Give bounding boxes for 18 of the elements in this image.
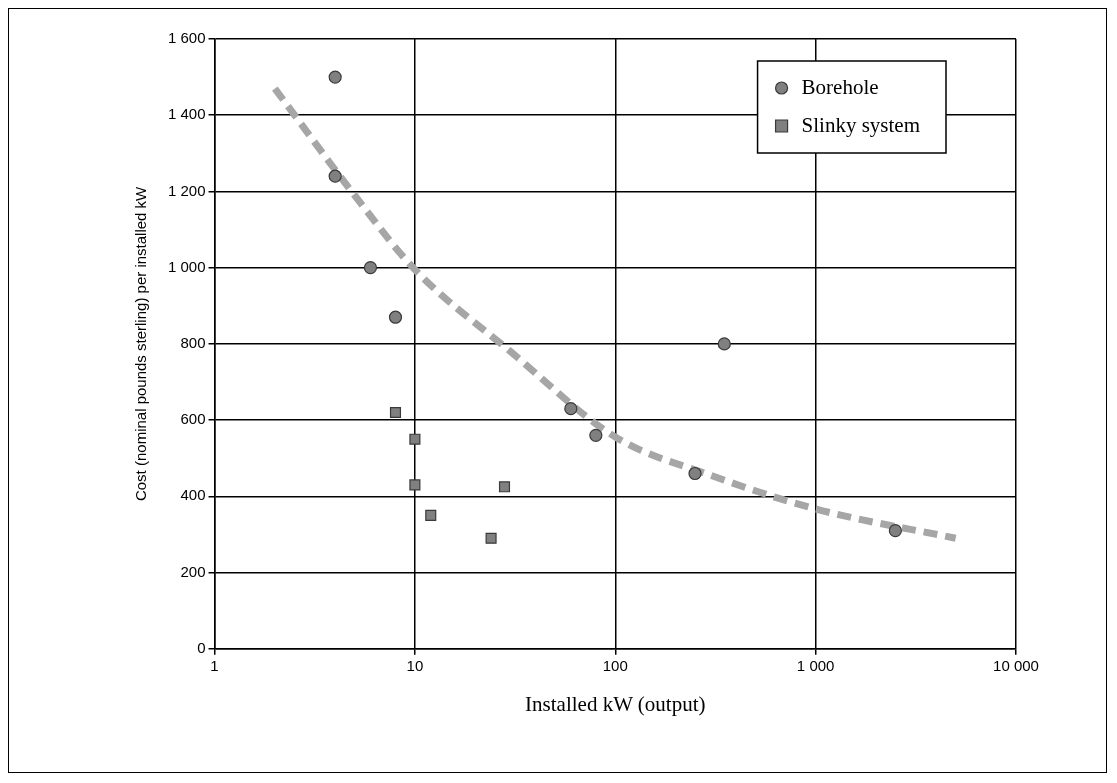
y-tick-label: 600 <box>180 410 206 428</box>
y-tick-label: 1 600 <box>167 29 206 47</box>
x-tick-label: 10 000 <box>993 656 1039 674</box>
y-tick-label: 0 <box>197 638 206 656</box>
y-tick-label: 1 200 <box>167 181 206 199</box>
y-axis-title: Cost (nominal pounds sterling) per installed kW <box>132 185 150 502</box>
legend-label: Slinky system <box>801 112 920 137</box>
y-tick-label: 1 400 <box>167 105 206 123</box>
y-tick-label: 800 <box>180 334 206 352</box>
x-tick-label: 1 000 <box>796 656 835 674</box>
x-tick-label: 10 <box>406 656 424 674</box>
x-tick-label: 100 <box>602 656 628 674</box>
legend-label: Borehole <box>801 74 879 99</box>
y-tick-label: 1 000 <box>167 257 206 275</box>
y-tick-label: 400 <box>180 486 206 504</box>
x-tick-label: 1 <box>210 656 219 674</box>
y-tick-label: 200 <box>180 562 206 580</box>
x-axis-title: Installed kW (output) <box>525 691 706 716</box>
